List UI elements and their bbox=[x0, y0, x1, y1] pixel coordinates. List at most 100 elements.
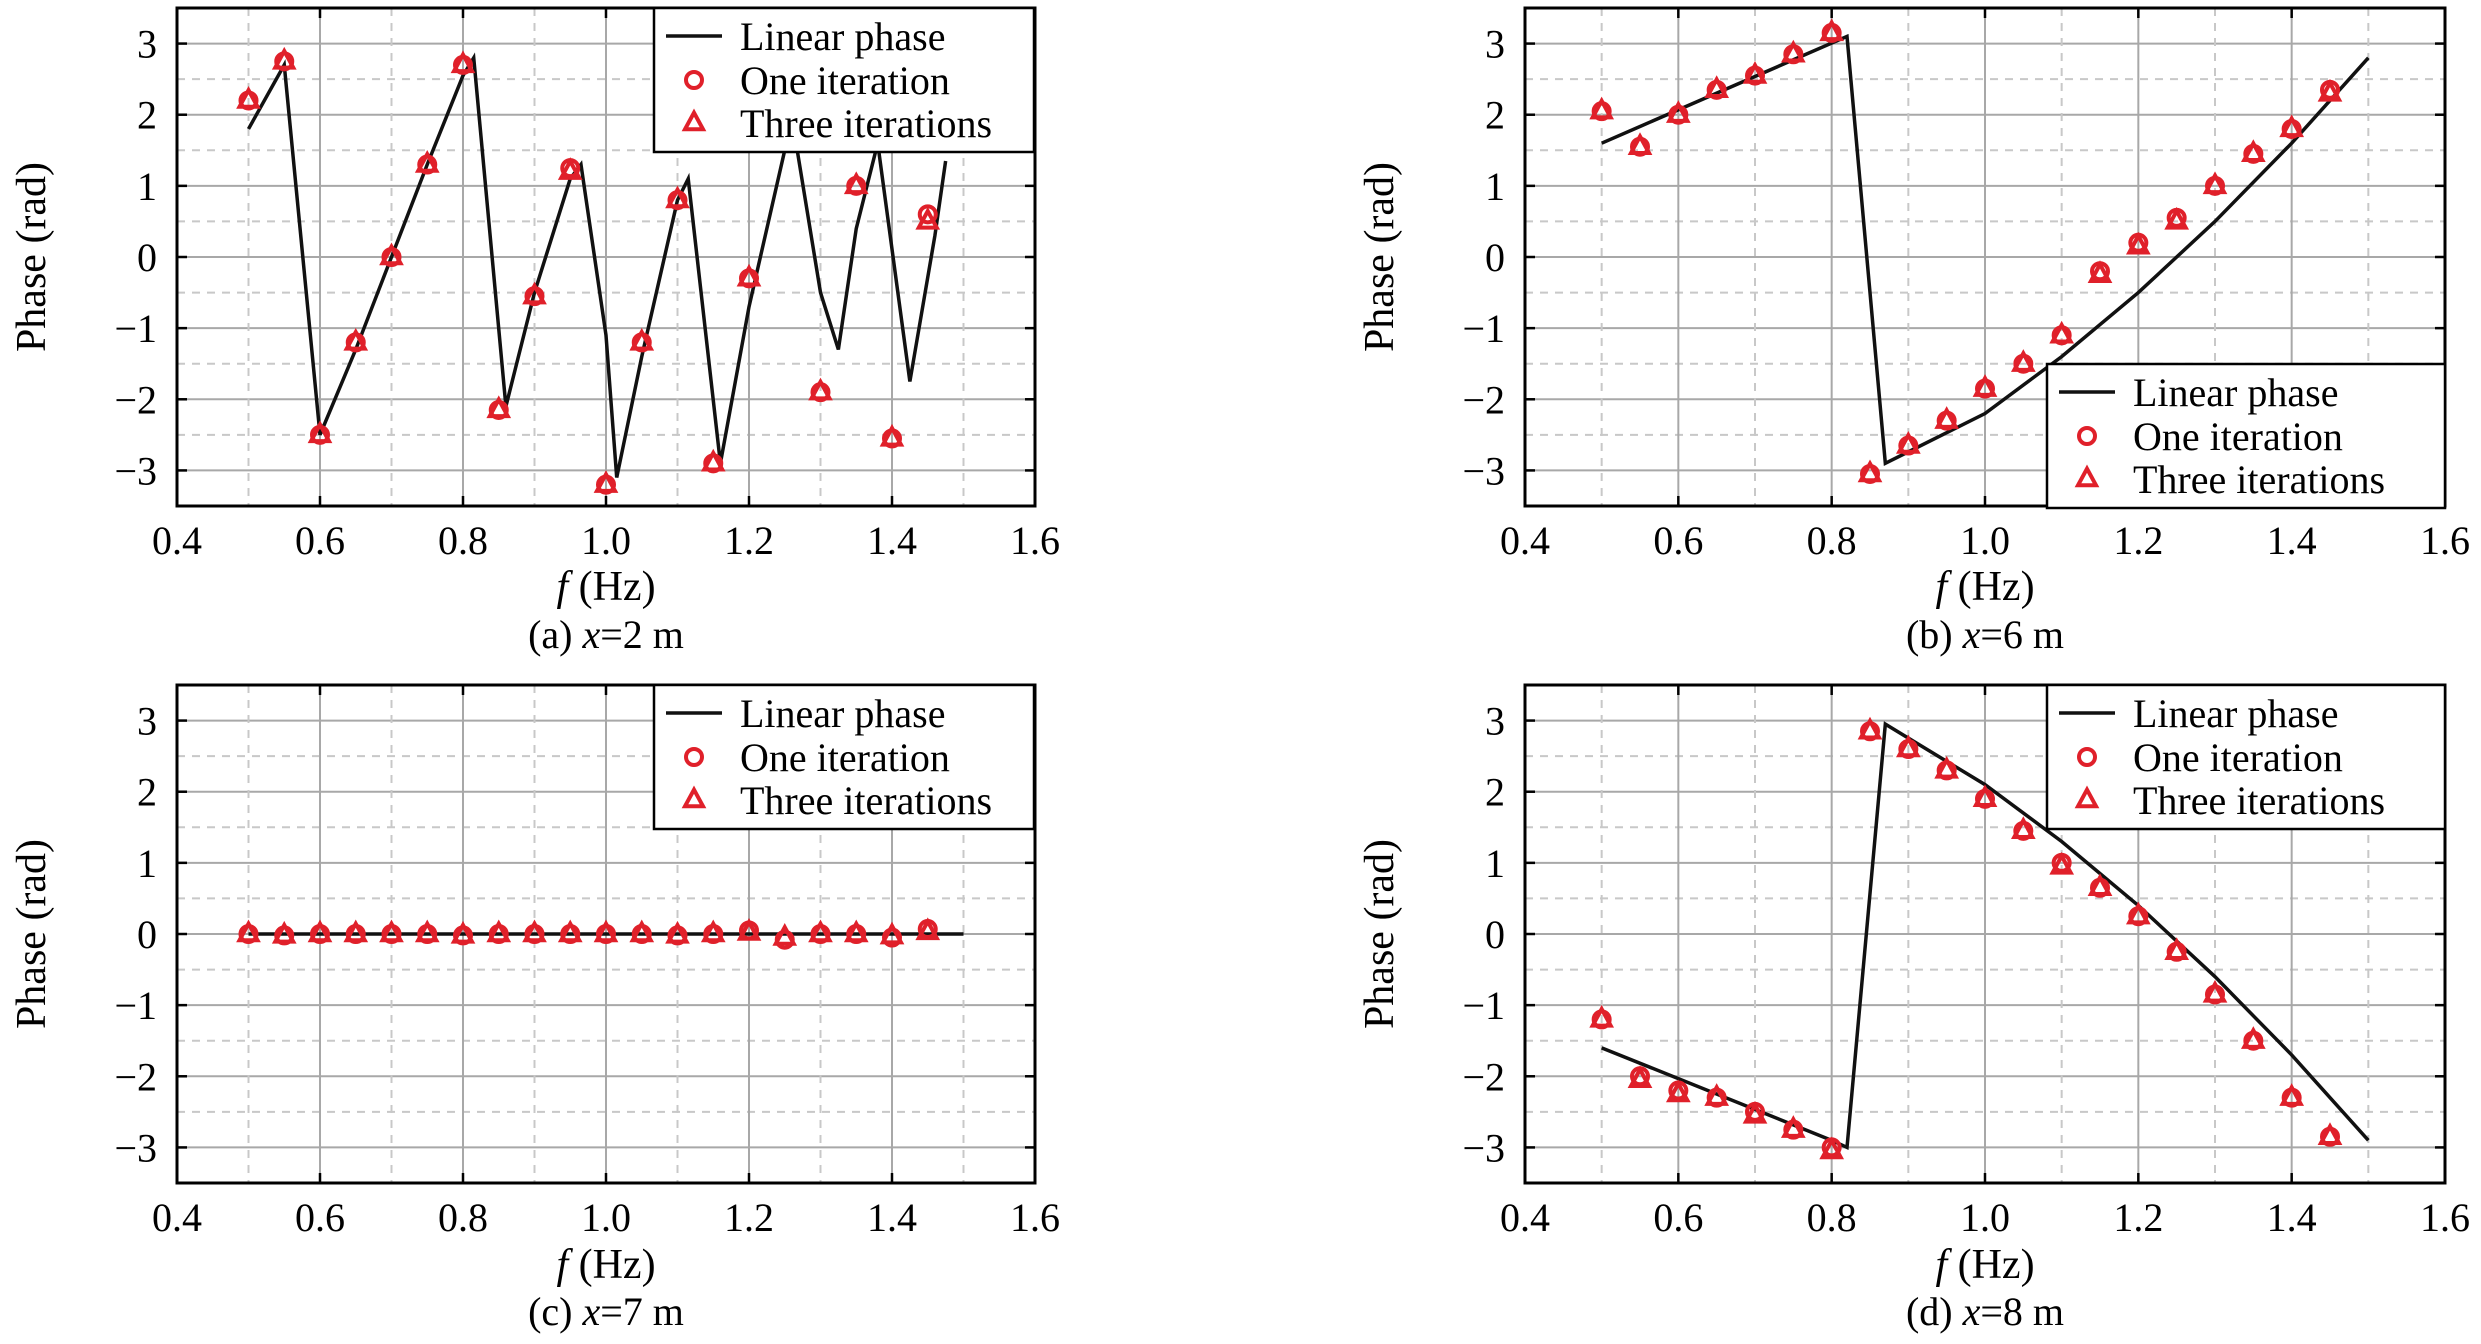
data-point-three-iterations bbox=[450, 920, 476, 944]
data-point-three-iterations bbox=[1972, 784, 1998, 808]
legend-circle-marker bbox=[684, 70, 704, 90]
data-point-three-iterations bbox=[1780, 39, 1806, 63]
series-line-linear-phase bbox=[1600, 33, 2370, 467]
data-point-three-iterations bbox=[843, 919, 869, 943]
y-tick-label: 3 bbox=[1485, 22, 1505, 67]
data-point-three-iterations bbox=[629, 919, 655, 943]
data-point-three-iterations bbox=[2279, 1083, 2305, 1106]
data-point-three-iterations bbox=[808, 377, 833, 401]
legend-entry-label: One iteration bbox=[2133, 735, 2343, 780]
data-point-three-iterations bbox=[1665, 1079, 1691, 1103]
legend-entry-label: Linear phase bbox=[740, 691, 945, 736]
y-tick-label: −3 bbox=[1462, 448, 1505, 493]
data-point-three-iterations bbox=[2087, 260, 2113, 283]
data-point-three-iterations bbox=[593, 919, 619, 943]
legend-box bbox=[2045, 362, 2447, 510]
data-point-three-iterations bbox=[236, 85, 261, 109]
data-point-three-iterations bbox=[2317, 78, 2343, 102]
y-tick-label: −3 bbox=[1462, 1125, 1505, 1170]
y-tick-label: −3 bbox=[114, 1125, 157, 1170]
data-point-three-iterations bbox=[915, 206, 941, 230]
x-tick-label: 0.8 bbox=[1807, 518, 1857, 563]
data-point-three-iterations bbox=[1972, 374, 1998, 397]
y-tick-label: 3 bbox=[137, 22, 157, 67]
y-tick-label: 3 bbox=[1485, 699, 1505, 744]
y-tick-label: 2 bbox=[137, 93, 157, 138]
legend-circle-marker bbox=[2077, 426, 2097, 446]
y-tick-label: −2 bbox=[114, 1054, 157, 1099]
data-point-three-iterations bbox=[2010, 816, 2036, 840]
data-point-three-iterations bbox=[1742, 1100, 1768, 1124]
y-tick-label: 0 bbox=[1485, 912, 1505, 957]
data-point-three-iterations bbox=[2125, 901, 2151, 925]
data-point-three-iterations bbox=[736, 918, 762, 941]
data-point-three-iterations bbox=[2202, 979, 2228, 1003]
data-point-one-iteration bbox=[917, 204, 938, 225]
data-point-three-iterations bbox=[2164, 206, 2190, 230]
data-point-three-iterations bbox=[2240, 139, 2266, 163]
data-point-three-iterations bbox=[307, 919, 333, 943]
data-point-three-iterations bbox=[450, 50, 476, 74]
legend-entry-label: Three iterations bbox=[2133, 778, 2385, 823]
data-point-three-iterations bbox=[414, 149, 440, 173]
data-point-three-iterations bbox=[271, 920, 297, 944]
y-tick-label: −1 bbox=[114, 983, 157, 1028]
panel-caption: (c) x=7 m bbox=[528, 1289, 684, 1334]
data-point-three-iterations bbox=[2202, 171, 2228, 195]
data-point-three-iterations bbox=[486, 919, 512, 943]
data-point-three-iterations bbox=[1742, 61, 1768, 84]
x-tick-label: 1.6 bbox=[1010, 1195, 1060, 1240]
x-axis-label: f (Hz) bbox=[1935, 1242, 2034, 1288]
x-tick-label: 0.8 bbox=[438, 1195, 488, 1240]
x-axis-unit: (Hz) bbox=[1947, 1242, 2034, 1288]
y-tick-label: 1 bbox=[1485, 164, 1505, 209]
caption-variable: x bbox=[581, 612, 600, 657]
y-tick-label: 0 bbox=[137, 912, 157, 957]
y-axis-label: Phase (rad) bbox=[1357, 839, 1403, 1029]
x-axis-label: f (Hz) bbox=[556, 1242, 655, 1288]
x-tick-label: 0.8 bbox=[1807, 1195, 1857, 1240]
x-axis-unit: (Hz) bbox=[1947, 564, 2034, 610]
data-point-three-iterations bbox=[1780, 1115, 1806, 1138]
x-axis-unit: (Hz) bbox=[568, 1242, 655, 1288]
data-point-three-iterations bbox=[1704, 75, 1730, 99]
x-tick-label: 0.6 bbox=[1653, 518, 1703, 563]
data-point-three-iterations bbox=[1704, 1083, 1730, 1106]
x-tick-label: 1.2 bbox=[724, 518, 774, 563]
data-point-three-iterations bbox=[772, 923, 798, 946]
chart-panel-b: 0.4 0.6 0.8 1.0 1.2 1.4 1.6 3 2 1 0 −1 −2 −3 Phase (ra… bbox=[1357, 6, 2470, 657]
x-tick-label: 1.4 bbox=[867, 518, 917, 563]
legend-entry-label: Three iterations bbox=[740, 778, 992, 823]
x-tick-label: 0.8 bbox=[438, 518, 488, 563]
legend-entry-label: One iteration bbox=[740, 58, 950, 103]
legend-entry-label: Linear phase bbox=[2133, 370, 2338, 415]
legend-entry-label: One iteration bbox=[740, 735, 950, 780]
x-tick-label: 1.2 bbox=[724, 1195, 774, 1240]
x-tick-label: 1.4 bbox=[867, 1195, 917, 1240]
y-tick-label: 3 bbox=[137, 699, 157, 744]
caption-variable: x bbox=[1962, 1289, 1981, 1334]
y-tick-label: −3 bbox=[114, 448, 157, 493]
data-point-three-iterations bbox=[307, 420, 333, 444]
data-point-three-iterations bbox=[343, 919, 369, 943]
chart-panel-c: 0.4 0.6 0.8 1.0 1.2 1.4 1.6 3 2 1 0 −1 −2 −3 Phase (ra… bbox=[9, 683, 1060, 1334]
x-tick-label: 1.2 bbox=[2113, 1195, 2163, 1240]
y-tick-label: −1 bbox=[114, 306, 157, 351]
data-point-three-iterations bbox=[2049, 851, 2075, 875]
y-tick-label: −1 bbox=[1462, 983, 1505, 1028]
data-point-three-iterations bbox=[915, 917, 941, 941]
data-point-three-iterations bbox=[1857, 459, 1883, 483]
caption-prefix: (d) bbox=[1906, 1289, 1963, 1334]
data-point-three-iterations bbox=[379, 242, 404, 266]
y-tick-label: 1 bbox=[137, 841, 157, 886]
legend-entry-label: Linear phase bbox=[2133, 691, 2338, 736]
series-line-linear-phase bbox=[246, 52, 948, 478]
data-point-three-iterations bbox=[236, 919, 261, 943]
data-point-three-iterations bbox=[629, 327, 655, 351]
caption-value: =2 m bbox=[600, 612, 684, 657]
panel-caption: (a) x=2 m bbox=[528, 612, 684, 657]
x-tick-label: 0.6 bbox=[1653, 1195, 1703, 1240]
x-tick-label: 1.4 bbox=[2267, 1195, 2317, 1240]
